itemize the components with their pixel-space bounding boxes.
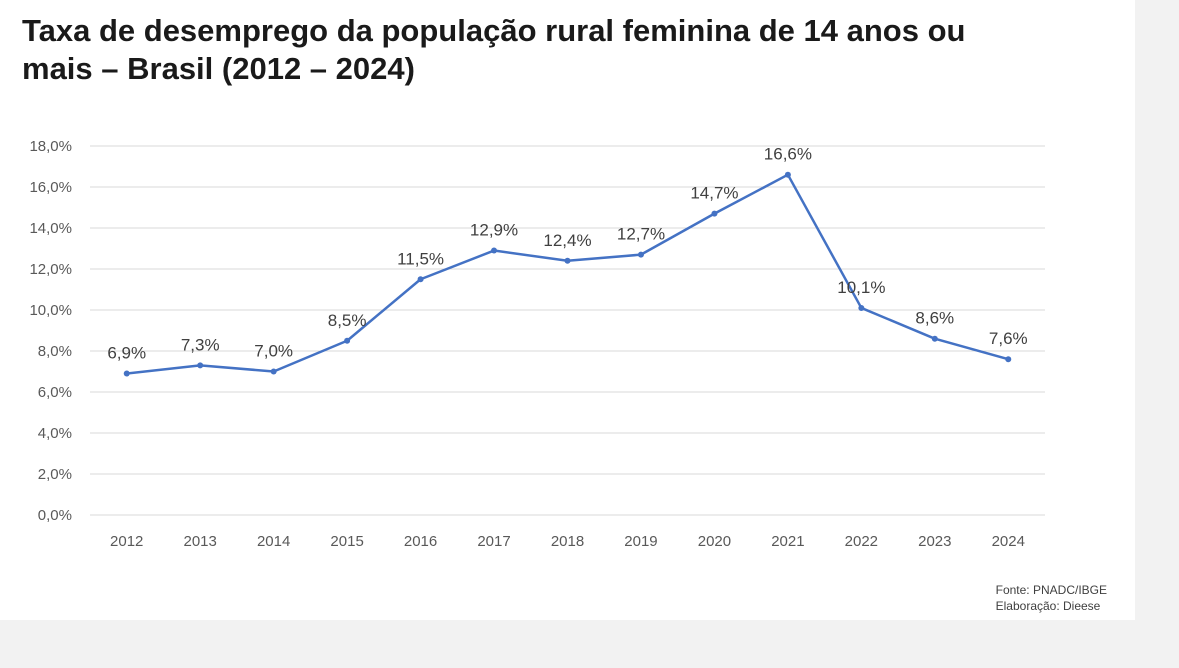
data-label: 7,3% — [181, 335, 220, 354]
data-label: 14,7% — [690, 184, 738, 203]
chart-card: Taxa de desemprego da população rural fe… — [0, 0, 1135, 620]
data-label: 11,5% — [397, 249, 444, 268]
data-point — [564, 257, 571, 264]
data-point — [417, 276, 424, 283]
data-point — [858, 304, 865, 311]
data-point — [784, 171, 791, 178]
data-label: 12,7% — [617, 225, 665, 244]
x-tick-label: 2020 — [698, 533, 731, 550]
data-label: 10,1% — [837, 278, 885, 297]
x-tick-label: 2016 — [404, 533, 437, 550]
y-tick-label: 10,0% — [29, 302, 72, 319]
data-label: 6,9% — [107, 344, 146, 363]
data-point — [637, 251, 644, 258]
data-point — [123, 370, 130, 377]
data-label: 7,0% — [254, 342, 293, 361]
data-point — [344, 337, 351, 344]
x-tick-label: 2022 — [845, 533, 878, 550]
data-label: 8,5% — [328, 311, 367, 330]
data-point — [270, 368, 277, 375]
x-tick-label: 2019 — [624, 533, 657, 550]
y-tick-label: 0,0% — [38, 507, 72, 524]
y-tick-label: 16,0% — [29, 179, 72, 196]
y-tick-label: 2,0% — [38, 466, 72, 483]
x-tick-label: 2018 — [551, 533, 584, 550]
line-chart: 0,0% 2,0% 4,0% 6,0% 8,0% 10,0% 12,0% 14,0% 16,0%… — [29, 138, 1045, 550]
data-point — [711, 210, 718, 217]
x-tick-label: 2014 — [257, 533, 290, 550]
x-axis-ticks: 2012 2013 2014 2015 2016 2017 2018 2019 2020 2021… — [110, 533, 1025, 550]
data-point — [931, 335, 938, 342]
data-label: 12,4% — [543, 231, 591, 250]
y-tick-label: 14,0% — [29, 220, 72, 237]
data-label: 12,9% — [470, 221, 518, 240]
gridlines — [90, 145, 1045, 516]
y-tick-label: 8,0% — [38, 343, 72, 360]
source-note: Fonte: PNADC/IBGE Elaboração: Dieese — [996, 582, 1107, 614]
data-labels: 6,9% 7,3% 7,0% 8,5% 11,5% 12,9% 12,4% 12,7% 14,7… — [107, 145, 1027, 363]
x-tick-label: 2024 — [992, 533, 1025, 550]
x-tick-label: 2015 — [330, 533, 363, 550]
chart-title: Taxa de desemprego da população rural fe… — [22, 13, 966, 86]
x-tick-label: 2013 — [184, 533, 217, 550]
x-tick-label: 2021 — [771, 533, 804, 550]
credit-line: Elaboração: Dieese — [995, 599, 1101, 613]
data-label: 8,6% — [915, 309, 954, 328]
data-label: 16,6% — [764, 145, 812, 164]
data-point — [491, 247, 498, 254]
y-axis-ticks: 0,0% 2,0% 4,0% 6,0% 8,0% 10,0% 12,0% 14,0% 16,0%… — [29, 138, 72, 524]
data-label: 7,6% — [989, 329, 1028, 348]
data-point — [1005, 356, 1012, 363]
x-tick-label: 2012 — [110, 533, 143, 550]
y-tick-label: 12,0% — [29, 261, 72, 278]
x-tick-label: 2017 — [477, 533, 510, 550]
source-line: Fonte: PNADC/IBGE — [995, 583, 1107, 597]
data-point — [197, 362, 204, 369]
y-tick-label: 4,0% — [38, 425, 72, 442]
y-tick-label: 6,0% — [38, 384, 72, 401]
x-tick-label: 2023 — [918, 533, 951, 550]
series — [123, 171, 1012, 377]
y-tick-label: 18,0% — [29, 138, 72, 155]
